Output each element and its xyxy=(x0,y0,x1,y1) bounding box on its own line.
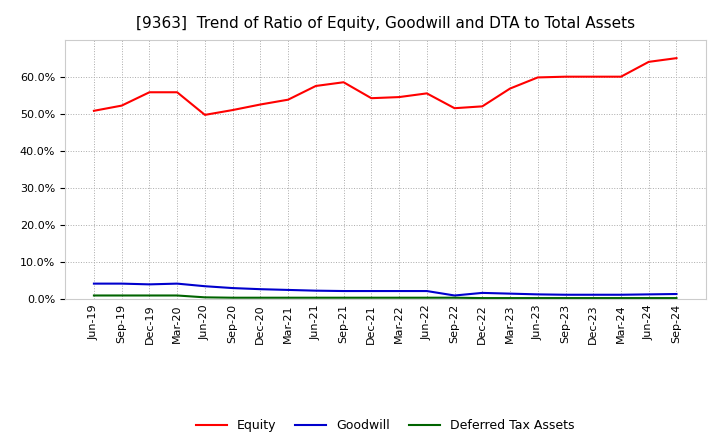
Deferred Tax Assets xyxy=(423,295,431,301)
Goodwill xyxy=(312,288,320,293)
Goodwill xyxy=(228,286,237,291)
Goodwill xyxy=(367,288,376,293)
Deferred Tax Assets xyxy=(561,295,570,301)
Deferred Tax Assets xyxy=(201,295,210,300)
Legend: Equity, Goodwill, Deferred Tax Assets: Equity, Goodwill, Deferred Tax Assets xyxy=(191,414,580,437)
Deferred Tax Assets xyxy=(589,295,598,301)
Equity xyxy=(616,74,625,79)
Goodwill xyxy=(256,286,265,292)
Deferred Tax Assets xyxy=(256,295,265,301)
Goodwill xyxy=(505,291,514,296)
Goodwill xyxy=(589,292,598,297)
Goodwill xyxy=(339,288,348,293)
Goodwill xyxy=(89,281,98,286)
Line: Goodwill: Goodwill xyxy=(94,284,677,296)
Deferred Tax Assets xyxy=(367,295,376,301)
Equity xyxy=(478,104,487,109)
Equity xyxy=(284,97,292,103)
Equity xyxy=(201,112,210,117)
Goodwill xyxy=(450,293,459,298)
Title: [9363]  Trend of Ratio of Equity, Goodwill and DTA to Total Assets: [9363] Trend of Ratio of Equity, Goodwil… xyxy=(135,16,635,32)
Goodwill xyxy=(173,281,181,286)
Goodwill xyxy=(117,281,126,286)
Line: Deferred Tax Assets: Deferred Tax Assets xyxy=(94,296,677,298)
Deferred Tax Assets xyxy=(616,295,625,301)
Equity xyxy=(173,90,181,95)
Deferred Tax Assets xyxy=(478,295,487,301)
Deferred Tax Assets xyxy=(145,293,154,298)
Equity xyxy=(589,74,598,79)
Equity xyxy=(256,102,265,107)
Equity xyxy=(367,95,376,101)
Equity xyxy=(423,91,431,96)
Deferred Tax Assets xyxy=(173,293,181,298)
Equity xyxy=(89,108,98,114)
Deferred Tax Assets xyxy=(450,295,459,301)
Deferred Tax Assets xyxy=(284,295,292,301)
Goodwill xyxy=(534,292,542,297)
Deferred Tax Assets xyxy=(505,295,514,301)
Goodwill xyxy=(644,292,653,297)
Equity xyxy=(395,95,403,100)
Deferred Tax Assets xyxy=(644,295,653,301)
Goodwill xyxy=(284,287,292,293)
Deferred Tax Assets xyxy=(339,295,348,301)
Deferred Tax Assets xyxy=(395,295,403,301)
Goodwill xyxy=(672,291,681,297)
Equity xyxy=(312,83,320,88)
Goodwill xyxy=(145,282,154,287)
Equity xyxy=(339,80,348,85)
Goodwill xyxy=(478,290,487,296)
Deferred Tax Assets xyxy=(89,293,98,298)
Goodwill xyxy=(423,288,431,293)
Goodwill xyxy=(201,284,210,289)
Equity xyxy=(145,90,154,95)
Line: Equity: Equity xyxy=(94,58,677,115)
Deferred Tax Assets xyxy=(312,295,320,301)
Equity xyxy=(672,55,681,61)
Goodwill xyxy=(561,292,570,297)
Equity xyxy=(561,74,570,79)
Deferred Tax Assets xyxy=(228,295,237,301)
Equity xyxy=(644,59,653,65)
Equity xyxy=(450,106,459,111)
Goodwill xyxy=(395,288,403,293)
Equity xyxy=(117,103,126,108)
Equity xyxy=(228,107,237,113)
Goodwill xyxy=(616,292,625,297)
Equity xyxy=(534,75,542,80)
Deferred Tax Assets xyxy=(534,295,542,301)
Deferred Tax Assets xyxy=(672,295,681,301)
Deferred Tax Assets xyxy=(117,293,126,298)
Equity xyxy=(505,86,514,91)
